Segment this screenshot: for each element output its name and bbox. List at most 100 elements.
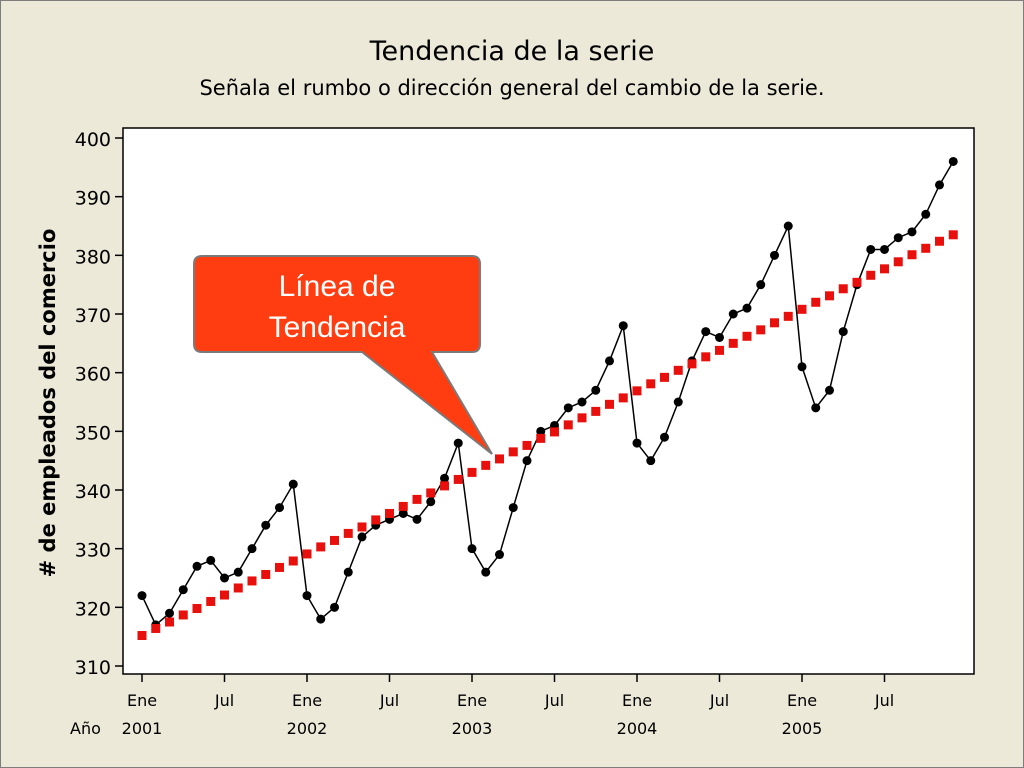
series-actual-point	[440, 473, 449, 483]
series-actual-point	[536, 426, 546, 436]
series-trend-point	[371, 515, 381, 525]
series-trend-point	[330, 535, 339, 545]
series-actual-point	[495, 550, 504, 560]
series-trend-point	[770, 318, 779, 328]
callout-line-1: Línea de	[278, 270, 396, 303]
series-actual-point	[701, 327, 711, 337]
series-trend-point	[811, 297, 821, 307]
series-actual-point	[426, 497, 436, 507]
series-trend-point	[866, 270, 876, 280]
x-tick-label: Jul	[214, 691, 234, 710]
series-trend-point	[220, 590, 229, 600]
series-trend-point	[178, 610, 188, 620]
series-trend-point	[632, 386, 642, 396]
series-actual-point	[797, 362, 807, 372]
series-trend-point	[288, 556, 298, 566]
series-actual-point	[563, 403, 573, 413]
x-tick-label: Ene	[787, 691, 817, 710]
x-tick-label: Jul	[709, 691, 729, 710]
series-actual-point	[137, 591, 147, 601]
series-actual-point	[783, 221, 793, 231]
series-trend-point	[151, 623, 161, 633]
series-trend-point	[838, 284, 848, 294]
series-trend-point	[495, 454, 504, 464]
x-tick-label: Ene	[127, 691, 157, 710]
series-trend-point	[660, 372, 669, 382]
series-trend-point	[852, 277, 862, 287]
series-actual-point	[893, 233, 903, 243]
series-actual-point	[866, 244, 876, 254]
series-trend-point	[453, 474, 463, 484]
series-trend-point	[426, 488, 436, 498]
series-actual-point	[330, 602, 339, 612]
series-trend-point	[948, 230, 958, 240]
series-trend-point	[522, 440, 532, 450]
series-actual-point	[288, 479, 298, 489]
x-axis: Ene Jul Ene Jul Ene Jul Ene Jul Ene Jul Año 2001 200…	[70, 674, 894, 738]
series-actual-point	[247, 544, 257, 554]
series-trend-point	[412, 494, 422, 504]
series-actual-point	[838, 327, 848, 337]
series-trend-point	[233, 583, 243, 593]
series-trend-point	[646, 379, 656, 389]
series-trend-point	[206, 596, 216, 606]
series-trend-point	[440, 481, 449, 491]
series-actual-point	[233, 567, 243, 577]
series-trend-point	[797, 304, 807, 314]
series-trend-point	[536, 433, 546, 443]
series-actual-point	[756, 280, 766, 290]
series-trend-point	[756, 325, 766, 335]
y-tick-label: 330	[75, 540, 111, 562]
series-trend-point	[591, 406, 601, 416]
series-actual-point	[811, 403, 821, 413]
series-trend-point	[618, 393, 628, 403]
series-trend-point	[577, 413, 587, 423]
y-tick-label: 400	[75, 129, 111, 151]
series-trend-point	[275, 562, 284, 572]
series-actual-point	[935, 180, 944, 190]
series-actual-point	[398, 508, 408, 518]
series-actual-point	[220, 573, 229, 583]
x-tick-label: Ene	[292, 691, 322, 710]
series-actual-point	[522, 456, 532, 466]
series-actual-point	[302, 591, 312, 601]
series-trend-point	[137, 630, 147, 640]
series-actual-point	[275, 503, 284, 513]
series-actual-point	[880, 244, 889, 254]
year-label: 2001	[122, 719, 163, 738]
trend-callout-bubble	[193, 255, 493, 455]
series-trend-point	[398, 501, 408, 511]
series-actual-point	[206, 555, 216, 565]
series-actual-point	[948, 156, 958, 166]
series-trend-point	[550, 427, 559, 437]
series-trend-point	[921, 243, 931, 253]
series-trend-point	[563, 420, 573, 430]
series-actual-point	[343, 567, 353, 577]
year-label: 2004	[617, 719, 658, 738]
series-actual-point	[728, 309, 738, 319]
series-actual-point	[453, 438, 463, 448]
series-trend-point	[783, 311, 793, 321]
series-trend-point	[261, 569, 271, 579]
series-actual-point	[618, 321, 628, 331]
x-tick-label: Jul	[379, 691, 399, 710]
series-actual-point	[907, 227, 917, 237]
x-tick-label: Ene	[457, 691, 487, 710]
y-axis: 310 320 330 340 350 360 370 380 390 400	[75, 129, 123, 679]
callout-line-2: Tendencia	[268, 311, 406, 344]
x-tick-label: Ene	[622, 691, 652, 710]
series-trend-point	[728, 338, 738, 348]
series-trend-point	[316, 542, 326, 552]
series-trend-point	[673, 365, 683, 375]
series-actual-point	[316, 614, 326, 624]
series-trend-point	[247, 576, 257, 586]
y-tick-label: 360	[75, 364, 111, 386]
series-actual-point	[673, 397, 683, 407]
series-trend-point	[302, 549, 312, 559]
series-trend-point	[880, 264, 889, 274]
series-trend-point	[935, 236, 944, 246]
series-actual-point	[178, 585, 188, 595]
series-actual-point	[165, 608, 174, 618]
series-trend-point	[343, 528, 353, 538]
chart-title: Tendencia de la serie	[369, 36, 655, 67]
